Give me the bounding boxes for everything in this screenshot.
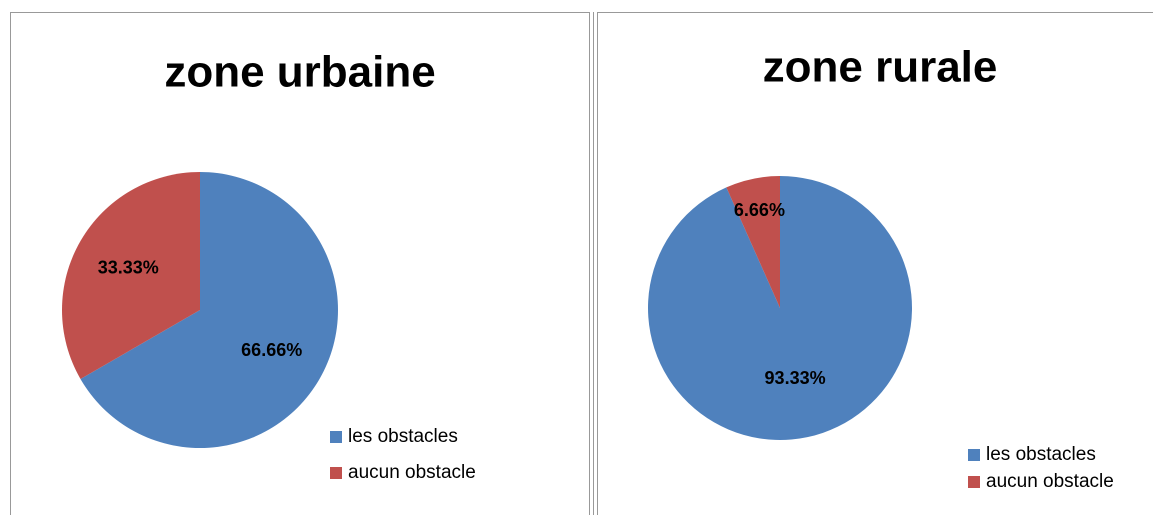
chart-title: zone rurale	[763, 43, 998, 92]
pie-slice	[80, 172, 338, 448]
chart-title: zone urbaine	[164, 48, 435, 97]
pie-slice	[726, 176, 780, 308]
legend-swatch	[968, 449, 980, 461]
legend-label: aucun obstacle	[986, 471, 1114, 492]
value-label: 6.66%	[734, 200, 785, 220]
value-label: 93.33%	[765, 368, 826, 388]
value-label: 33.33%	[98, 257, 159, 277]
value-label: 66.66%	[241, 340, 302, 360]
legend-label: les obstacles	[348, 426, 458, 447]
legend-swatch	[968, 476, 980, 488]
legend-swatch	[330, 431, 342, 443]
legend-label: aucun obstacle	[348, 462, 476, 483]
pie-slice	[62, 172, 201, 379]
legend-label: les obstacles	[986, 444, 1096, 465]
legend-swatch	[330, 467, 342, 479]
